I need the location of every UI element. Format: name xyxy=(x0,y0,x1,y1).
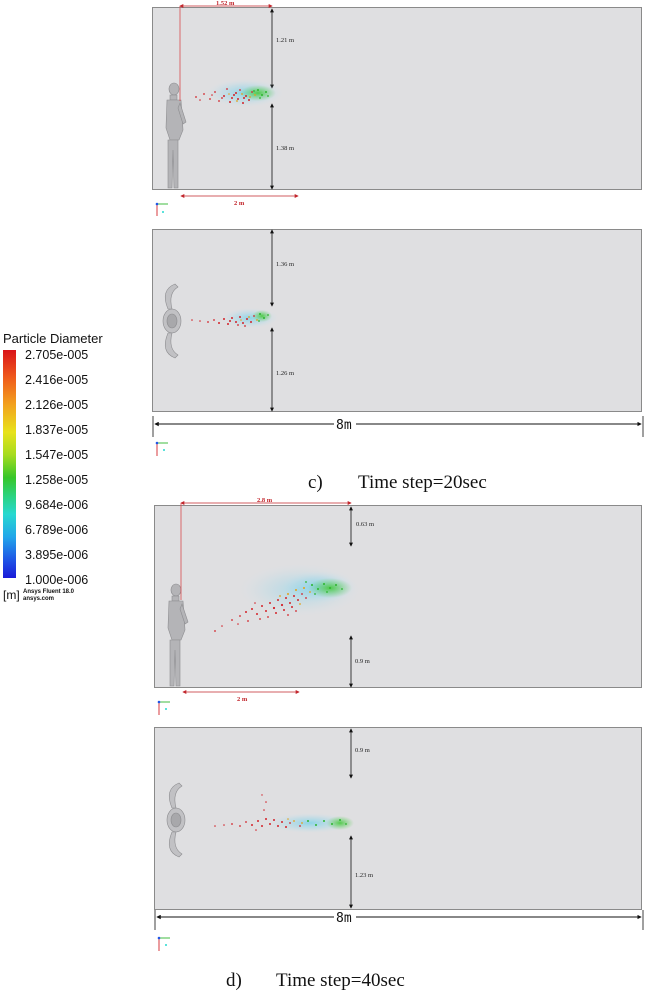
legend-tick: 1.258e-005 xyxy=(25,473,89,487)
legend-tick: 6.789e-006 xyxy=(25,523,89,537)
bottom-gap-label: 1.26 m xyxy=(276,370,294,377)
legend-tick: 1.547e-005 xyxy=(25,448,89,462)
top-gap-label: 0.9 m xyxy=(355,747,370,754)
bottom-gap-label: 1.38 m xyxy=(276,145,294,152)
legend-unit: [m] xyxy=(3,588,20,602)
caption-d-text: Time step=40sec xyxy=(276,970,405,991)
distance-top-label: 1.52 m xyxy=(216,0,235,7)
legend-tick: 2.705e-005 xyxy=(25,348,89,362)
particle-cloud-c-side xyxy=(195,79,283,107)
software-site: ansys.com xyxy=(23,596,55,602)
software-name: Ansys Fluent 18.0 xyxy=(23,589,75,595)
particle-cloud-d-top xyxy=(214,794,354,833)
caption-d-letter: d) xyxy=(226,970,242,991)
caption-c: c) Time step=20sec xyxy=(308,472,487,494)
human-figure-top-c xyxy=(162,283,182,359)
distance-top-label: 2.8 m xyxy=(257,497,273,504)
legend-tick: 2.416e-005 xyxy=(25,373,89,387)
label-mask xyxy=(334,417,356,431)
length-label: 8m xyxy=(336,911,352,926)
legend-tick: 3.895e-006 xyxy=(25,548,89,562)
axis-triad-icon xyxy=(155,441,168,456)
top-gap-label: 1.36 m xyxy=(276,261,294,268)
color-scale-bar xyxy=(3,350,16,578)
legend-tick: 2.126e-005 xyxy=(25,398,89,412)
particle-cloud-c-top xyxy=(191,308,278,328)
caption-c-text: Time step=20sec xyxy=(358,472,487,493)
panel-d-top-view xyxy=(154,727,642,910)
legend-tick: 1.000e-006 xyxy=(25,573,89,587)
bottom-gap-label: 0.9 m xyxy=(355,658,370,665)
particle-cloud-d-side xyxy=(214,564,360,632)
axis-triad-icon xyxy=(157,700,170,715)
legend-tick: 9.684e-006 xyxy=(25,498,89,512)
top-gap-label: 1.21 m xyxy=(276,37,294,44)
software-credit: Ansys Fluent 18.0 ansys.com xyxy=(23,589,74,603)
distance-bottom-label: 2 m xyxy=(237,696,248,703)
human-figure-top-d xyxy=(166,782,186,858)
caption-c-letter: c) xyxy=(308,472,323,493)
human-figure-side-c xyxy=(165,82,187,189)
length-label: 8m xyxy=(336,418,352,433)
panel-d-side-view xyxy=(154,505,642,688)
legend-tick: 1.837e-005 xyxy=(25,423,89,437)
bottom-gap-label: 1.23 m xyxy=(355,872,373,879)
axis-triad-icon xyxy=(155,202,168,216)
distance-bottom-label: 2 m xyxy=(234,200,245,207)
top-gap-label: 0.63 m xyxy=(356,521,374,528)
label-mask xyxy=(334,910,356,924)
caption-d: d) Time step=40sec xyxy=(226,970,405,992)
legend-title: Particle Diameter xyxy=(3,331,103,346)
axis-triad-icon xyxy=(157,936,170,951)
human-figure-side-d xyxy=(167,583,189,687)
